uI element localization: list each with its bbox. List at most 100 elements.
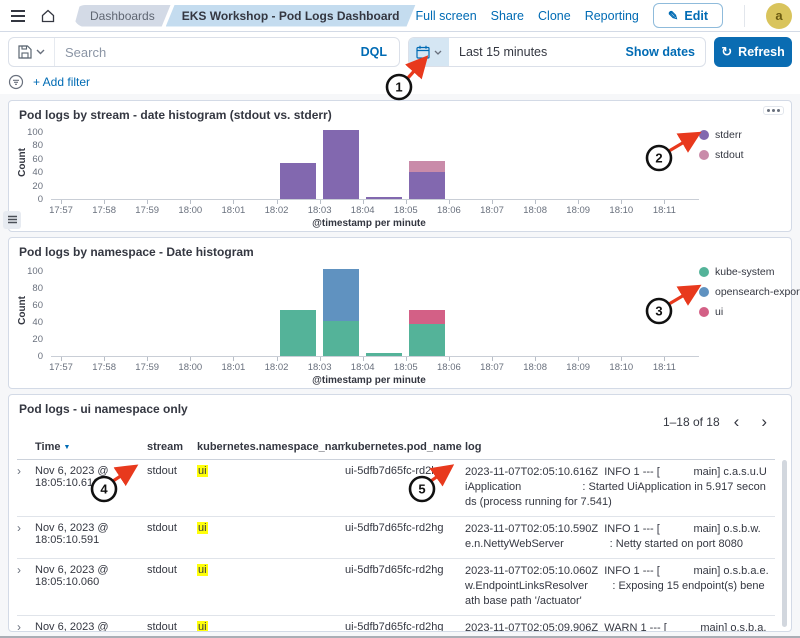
column-header-stream[interactable]: stream [147,441,184,453]
x-tick-mark [664,200,666,204]
y-tick-label: 0 [37,194,43,205]
row-expand-button[interactable]: › [17,563,21,577]
cell-namespace: ui [197,621,345,631]
y-tick-label: 100 [27,266,43,278]
table-scrollbar[interactable] [782,460,787,627]
x-tick-label: 17:59 [135,205,160,216]
quick-select-button[interactable] [409,38,449,66]
panel-title: Pod logs by stream - date histogram (std… [19,108,332,122]
legend-toggle-button[interactable] [3,211,21,229]
column-header-kubernetes-pod-name[interactable]: kubernetes.pod_name [345,441,462,453]
x-tick-mark [578,357,580,361]
bar-stderr-18:05[interactable] [408,172,445,199]
breadcrumb-dashboards[interactable]: Dashboards [74,5,171,27]
table-header: Time ▼ stream kubernetes.namespace_name kube… [17,441,775,460]
legend-item-stdout[interactable]: stdout [699,149,744,161]
cell-namespace: ui [197,465,345,510]
x-axis-label: @timestamp per minute [312,375,426,386]
table-row: › Nov 6, 2023 @ 18:05:10.591 stdout ui ui-5d… [17,517,775,559]
prev-page-button[interactable]: ‹ [733,412,740,431]
x-tick-label: 18:01 [221,205,246,216]
cell-stream: stdout [147,522,177,534]
x-tick-label: 18:07 [480,205,504,216]
highlighted-namespace: ui [197,522,208,534]
bar-stderr-18:04[interactable] [365,197,402,199]
next-page-button[interactable]: › [761,412,767,431]
bar-stderr-18:03[interactable] [322,130,359,199]
panel-menu-button[interactable] [763,106,784,115]
clone-link[interactable]: Clone [538,8,571,23]
x-tick-mark [448,357,450,361]
x-tick-label: 18:10 [609,205,634,216]
legend-item-opensearch-exporter[interactable]: opensearch-exporter [699,286,800,298]
cell-pod-name: ui-5dfb7d65fc-rd2hg [345,465,444,477]
x-tick-mark [578,200,580,204]
chart-legend: kube-system opensearch-exporter ui [699,266,800,318]
list-icon [7,215,17,224]
bar-kube-system-18:03[interactable] [322,321,359,356]
menu-button[interactable] [10,4,26,28]
query-bar: DQL Last 15 minutes Show dates ↻ Refresh [0,32,800,99]
show-dates-button[interactable]: Show dates [625,45,695,59]
x-tick-label: 18:02 [264,362,289,373]
home-button[interactable] [40,4,56,28]
column-header-log[interactable]: log [465,441,482,453]
dashboard-grid: Pod logs by stream - date histogram (std… [0,94,800,638]
pencil-icon: ✎ [667,9,679,23]
time-range-value[interactable]: Last 15 minutes [459,45,548,59]
row-expand-button[interactable]: › [17,464,21,478]
refresh-button[interactable]: ↻ Refresh [714,37,792,67]
legend-label: stdout [715,149,744,161]
row-expand-button[interactable]: › [17,521,21,535]
bar-kube-system-18:04[interactable] [365,353,402,356]
highlighted-namespace: ui [197,564,208,576]
legend-label: stderr [715,129,742,141]
breadcrumb: Dashboards EKS Workshop - Pod Logs Dashb… [74,5,416,27]
avatar[interactable]: a [765,2,792,29]
reporting-link[interactable]: Reporting [584,8,639,23]
bar-opensearch-exporter-18:03[interactable] [322,269,359,321]
filter-options-icon[interactable] [8,74,24,90]
legend-item-ui[interactable]: ui [699,306,800,318]
bar-kube-system-18:05[interactable] [408,324,445,356]
legend-dot [699,130,709,140]
legend-item-stderr[interactable]: stderr [699,129,744,141]
x-tick-mark [621,357,623,361]
cell-pod-name: ui-5dfb7d65fc-rd2hg [345,621,444,631]
column-header-kubernetes-namespace-name[interactable]: kubernetes.namespace_name [197,441,345,453]
table-row: › Nov 6, 2023 @ 18:05:10.616 stdout ui ui-5d… [17,460,775,517]
bar-ui-18:05[interactable] [408,310,445,324]
window-bottom-edge [0,636,800,638]
sort-desc-icon: ▼ [63,444,71,451]
panel-pod-logs-table: Pod logs - ui namespace only 1–18 of 18 … [8,394,792,632]
edit-button[interactable]: ✎ Edit [652,3,723,28]
home-icon [41,9,55,22]
x-tick-mark [61,200,62,204]
share-link[interactable]: Share [490,8,525,23]
x-tick-label: 18:00 [178,205,203,216]
legend-dot [699,150,709,160]
search-input[interactable] [55,44,349,60]
add-filter-button[interactable]: + Add filter [33,75,91,89]
x-tick-mark [492,200,493,204]
dql-button[interactable]: DQL [360,45,387,59]
bar-stderr-18:02[interactable] [279,163,316,199]
saved-query-button[interactable] [9,38,55,66]
column-header-time[interactable]: Time ▼ [35,441,71,453]
legend-item-kube-system[interactable]: kube-system [699,266,800,278]
full-screen-link[interactable]: Full screen [415,8,477,23]
legend-dot [699,267,709,277]
row-expand-button[interactable]: › [17,620,21,631]
cell-stream: stdout [147,621,177,631]
bar-kube-system-18:02[interactable] [279,310,316,356]
namespace-histogram-chart: Count 0 20 40 60 80 100 17:57 17:58 17:59 18:00 18:… [9,260,800,388]
expand-column-header [17,441,35,457]
table-row: › Nov 6, 2023 @ 18:05:10.060 stdout ui ui-5d… [17,559,775,616]
panel-title: Pod logs by namespace - Date histogram [19,245,254,259]
x-tick-mark [147,200,149,204]
y-tick-label: 20 [32,334,43,346]
bar-stdout-18:05[interactable] [408,161,445,172]
x-tick-label: 17:58 [92,205,116,216]
x-tick-mark [621,200,623,204]
